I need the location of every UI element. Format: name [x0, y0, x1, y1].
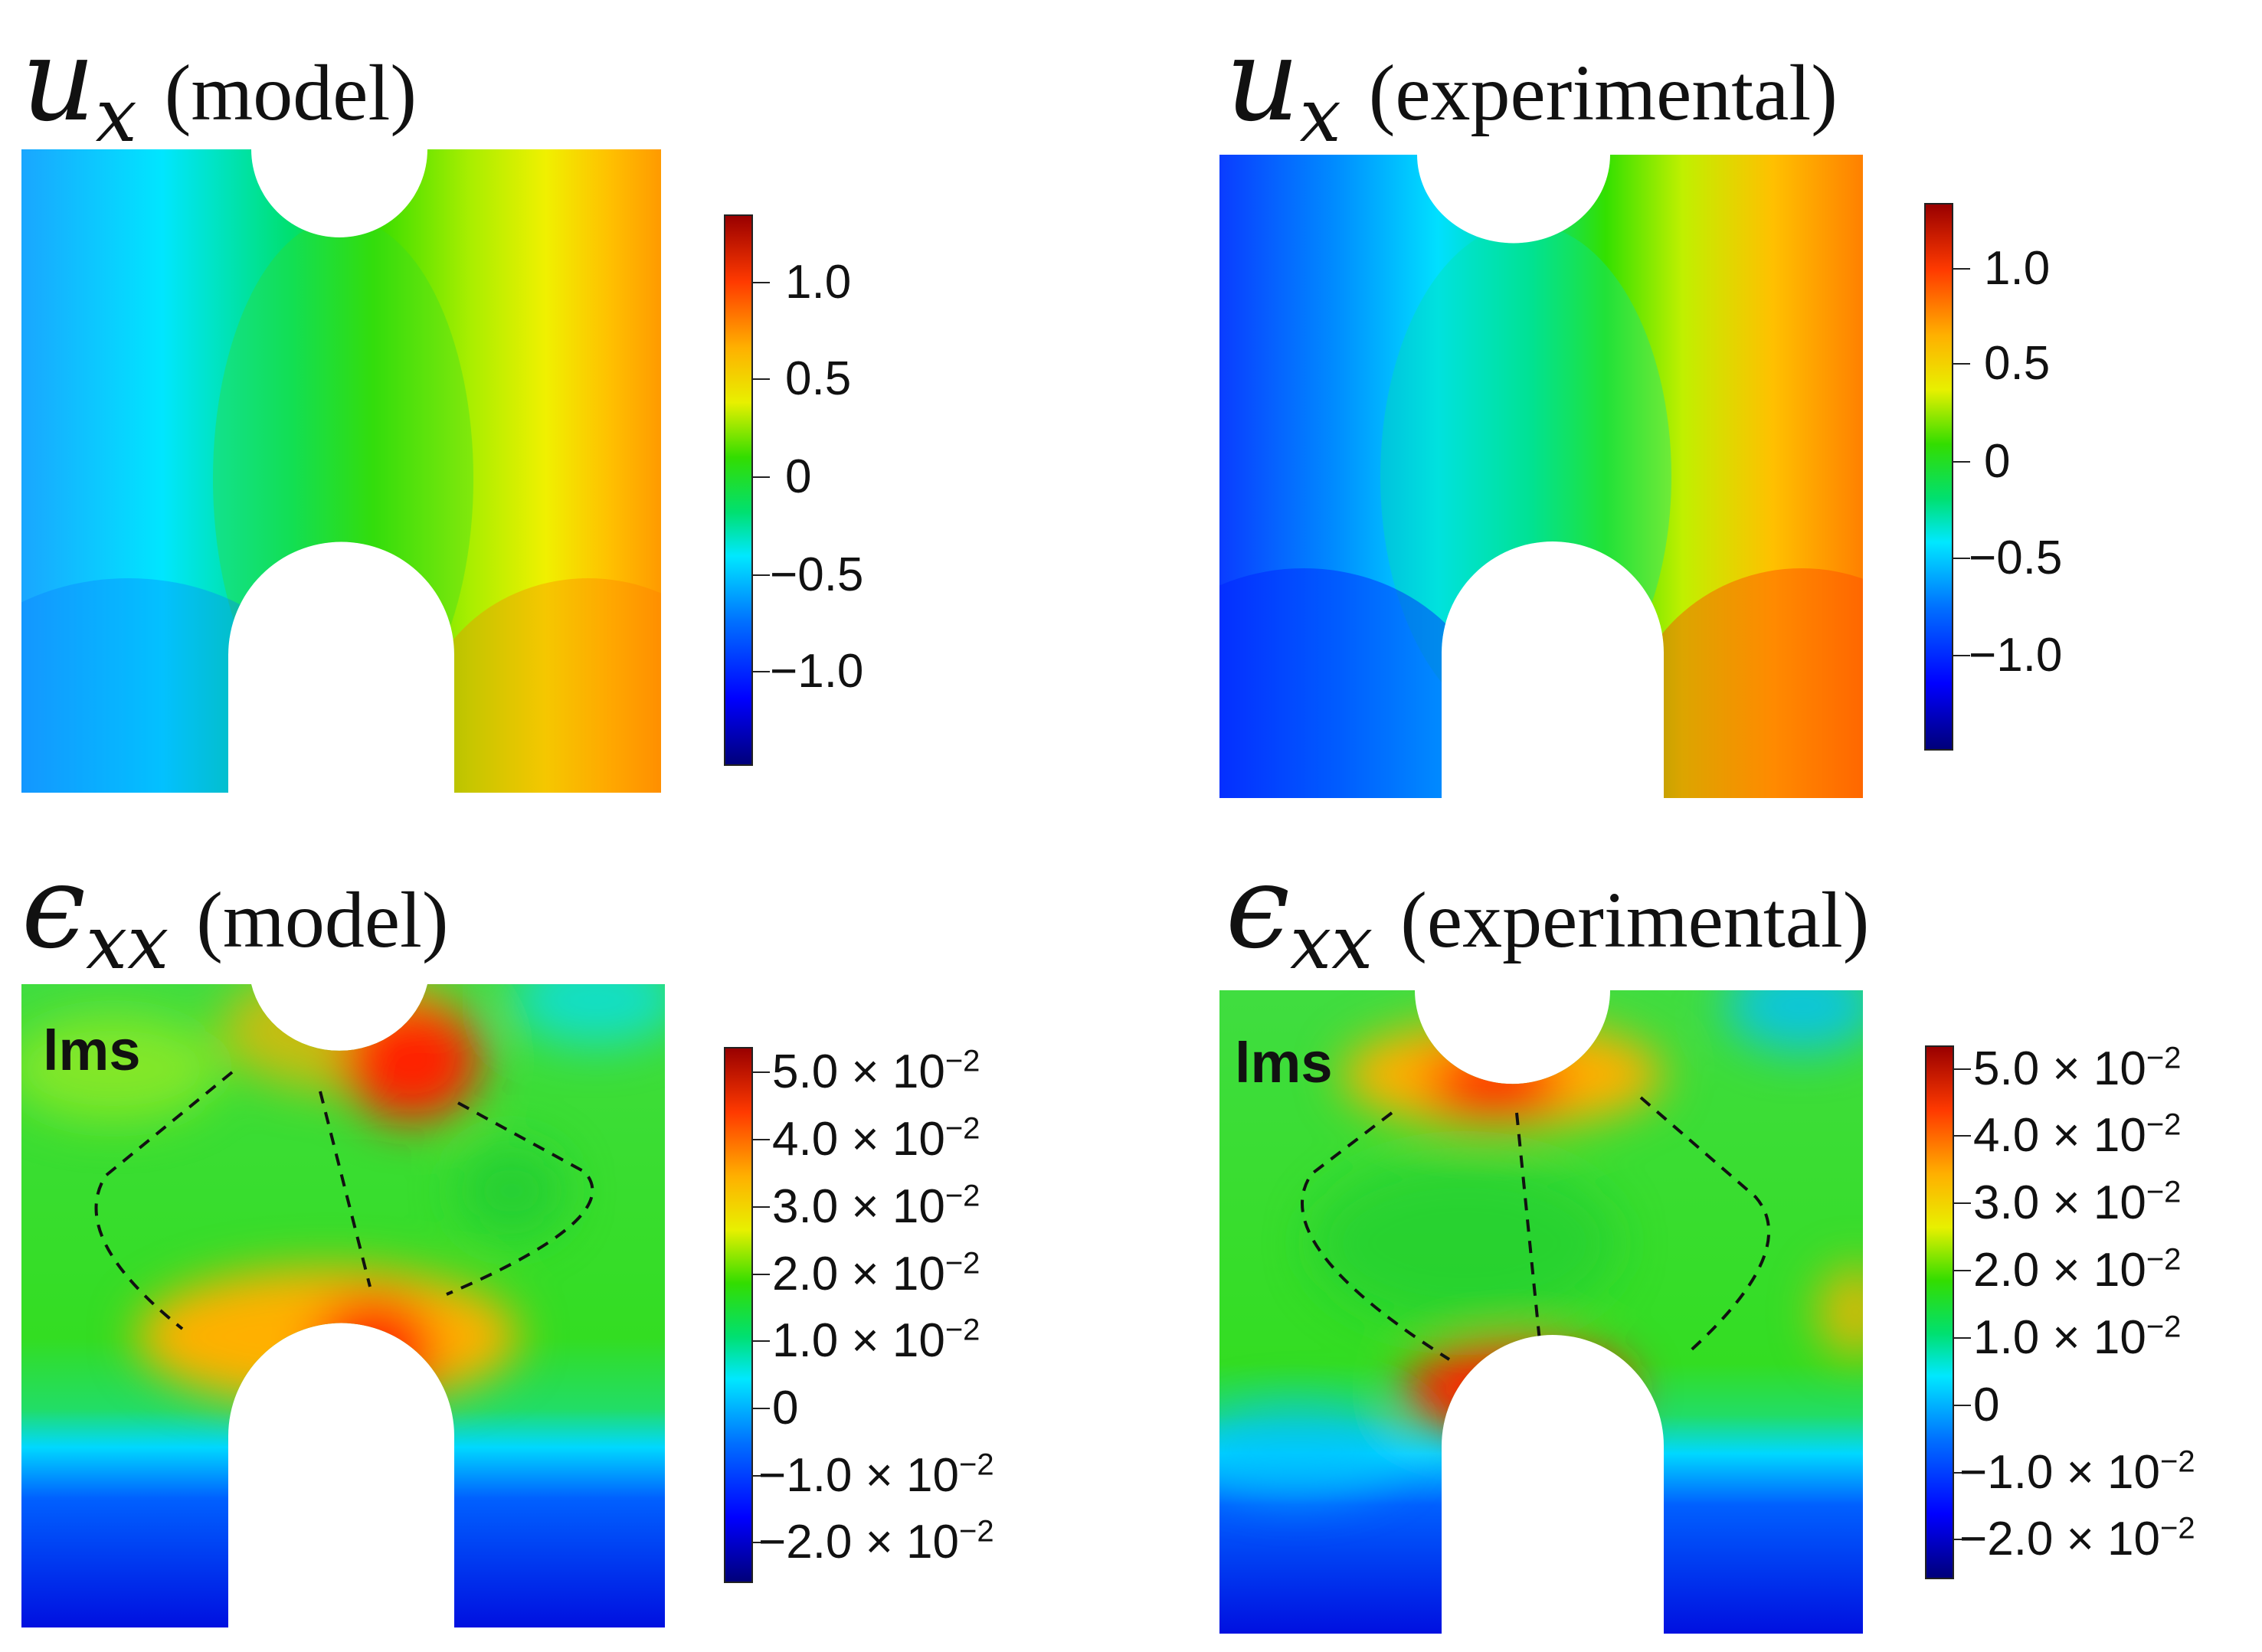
ux-experimental-tick-label: 0: [1984, 435, 2011, 488]
title-symbol: ϵ: [1226, 841, 1291, 974]
title-subscript: x: [1299, 73, 1341, 159]
ux-experimental-tick-label: −1.0: [1969, 629, 2063, 682]
dashed-boundary-left: [94, 1071, 234, 1330]
ux-model-field-plot: [21, 149, 661, 793]
title-subscript: xx: [1290, 900, 1373, 986]
ux-experimental-tick-label: 0.5: [1984, 337, 2051, 390]
exx-experimental-tick-label: 2.0 × 10−2: [1973, 1242, 2182, 1297]
ux-experimental-field-plot: [1219, 155, 1863, 798]
dashed-boundary-left: [1301, 1111, 1451, 1361]
panel-title-exx-model: ϵxx (model): [21, 850, 449, 980]
lms-badge: lms: [1235, 1031, 1333, 1094]
exx-experimental-field-plot: lms: [1219, 990, 1863, 1634]
exx-model-tick-label: 2.0 × 10−2: [772, 1246, 980, 1300]
panel-title-ux-experimental: ux (experimental): [1226, 23, 1838, 152]
exx-model-tick-label: 3.0 × 10−2: [772, 1179, 980, 1233]
ux-model-colorbar: [724, 214, 753, 766]
exx-model-tick-label: 1.0 × 10−2: [772, 1313, 980, 1367]
title-label: (model): [164, 49, 417, 137]
ux-model-tick-label: 1.0: [785, 256, 852, 309]
exx-model-tick-label: 5.0 × 10−2: [772, 1044, 980, 1098]
exx-experimental-tick-label: 3.0 × 10−2: [1973, 1175, 2182, 1229]
ux-experimental-tick-label: −0.5: [1969, 532, 2063, 584]
ux-experimental-colorbar: [1924, 203, 1953, 751]
ux-model-tick-label: −1.0: [770, 645, 864, 698]
dashed-boundary-center: [319, 1091, 372, 1287]
ux-experimental-tick-label: 1.0: [1984, 242, 2051, 295]
exx-model-colorbar: [724, 1047, 753, 1583]
ux-model-tick-label: 0: [785, 450, 812, 503]
exx-experimental-tick-label: 5.0 × 10−2: [1973, 1041, 2182, 1095]
exx-experimental-tick-label: 0: [1973, 1379, 2000, 1431]
exx-model-tick-label: 0: [772, 1382, 799, 1434]
title-label: (model): [196, 876, 449, 964]
title-subscript: x: [95, 73, 137, 159]
exx-model-field-plot: lms: [21, 984, 665, 1627]
title-subscript: xx: [86, 900, 169, 986]
exx-experimental-tick-label: −1.0 × 10−2: [1959, 1444, 2195, 1499]
exx-experimental-tick-label: 1.0 × 10−2: [1973, 1310, 2182, 1364]
title-label: (experimental): [1368, 49, 1838, 137]
dashed-boundary-center: [1515, 1112, 1541, 1342]
exx-model-tick-label: −1.0 × 10−2: [758, 1448, 994, 1502]
ux-model-tick-label: 0.5: [785, 352, 852, 405]
title-symbol: ϵ: [21, 841, 87, 974]
exx-model-tick-label: 4.0 × 10−2: [772, 1111, 980, 1166]
dashed-boundary-right: [446, 1101, 594, 1296]
title-symbol: u: [21, 14, 96, 147]
exx-model-tick-label: −2.0 × 10−2: [758, 1514, 994, 1569]
panel-title-exx-experimental: ϵxx (experimental): [1226, 850, 1870, 980]
panel-title-ux-model: ux (model): [21, 23, 417, 152]
title-label: (experimental): [1400, 876, 1870, 964]
lms-badge: lms: [43, 1019, 141, 1082]
title-symbol: u: [1226, 14, 1300, 147]
dashed-boundary-right: [1639, 1096, 1771, 1356]
ux-model-tick-label: −0.5: [770, 548, 864, 601]
exx-experimental-colorbar: [1925, 1045, 1954, 1579]
exx-experimental-tick-label: 4.0 × 10−2: [1973, 1107, 2182, 1162]
exx-experimental-tick-label: −2.0 × 10−2: [1959, 1511, 2195, 1565]
